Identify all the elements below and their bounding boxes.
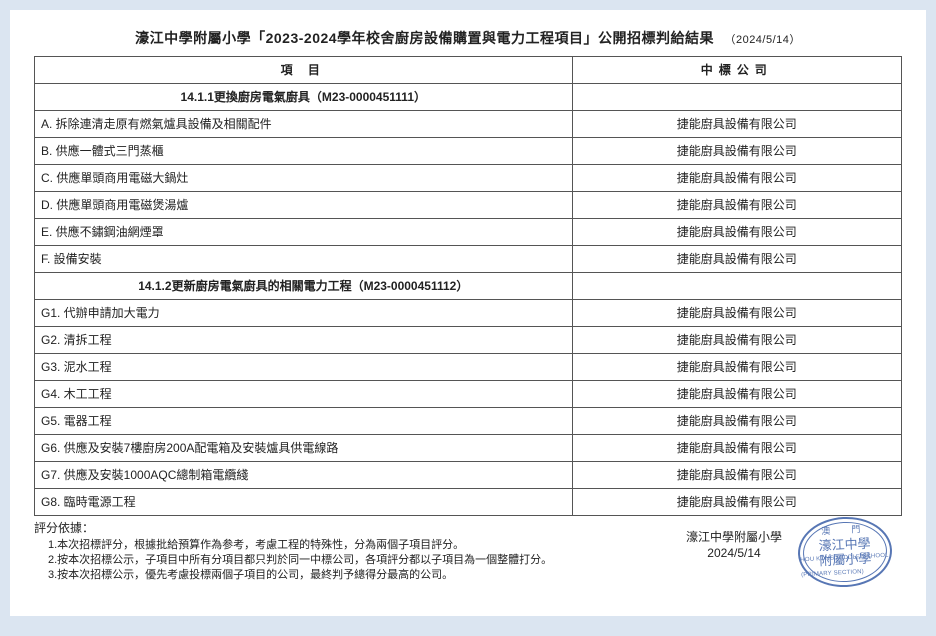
table-row: A. 拆除連清走原有燃氣爐具設備及相關配件捷能廚具設備有限公司 <box>35 111 902 138</box>
item-cell: G8. 臨時電源工程 <box>35 489 573 516</box>
section2-heading: 14.1.2更新廚房電氣廚具的相關電力工程（M23-0000451112） <box>35 273 573 300</box>
company-cell: 捷能廚具設備有限公司 <box>572 435 901 462</box>
results-table: 項 目 中標公司 14.1.1更換廚房電氣廚具（M23-0000451111） … <box>34 56 902 516</box>
item-cell: A. 拆除連清走原有燃氣爐具設備及相關配件 <box>35 111 573 138</box>
item-cell: G3. 泥水工程 <box>35 354 573 381</box>
company-cell: 捷能廚具設備有限公司 <box>572 246 901 273</box>
table-row: G3. 泥水工程捷能廚具設備有限公司 <box>35 354 902 381</box>
table-row: G7. 供應及安裝1000AQC總制箱電纜綫捷能廚具設備有限公司 <box>35 462 902 489</box>
table-row: D. 供應單頭商用電磁煲湯爐捷能廚具設備有限公司 <box>35 192 902 219</box>
table-row: G5. 電器工程捷能廚具設備有限公司 <box>35 408 902 435</box>
company-cell: 捷能廚具設備有限公司 <box>572 111 901 138</box>
company-cell: 捷能廚具設備有限公司 <box>572 489 901 516</box>
item-cell: C. 供應單頭商用電磁大鍋灶 <box>35 165 573 192</box>
section2-heading-row: 14.1.2更新廚房電氣廚具的相關電力工程（M23-0000451112） <box>35 273 902 300</box>
document-page: 濠江中學附屬小學「2023-2024學年校舍廚房設備購置與電力工程項目」公開招標… <box>10 10 926 616</box>
footer-date: 2024/5/14 <box>686 545 782 561</box>
table-row: C. 供應單頭商用電磁大鍋灶捷能廚具設備有限公司 <box>35 165 902 192</box>
company-cell: 捷能廚具設備有限公司 <box>572 165 901 192</box>
stamp-bottom: HOU KONG MIDDLE SCHOOL (PRIMARY SECTION) <box>800 549 891 584</box>
stamp-top: 澳 門 <box>821 522 867 539</box>
table-row: E. 供應不鏽鋼油網煙罩捷能廚具設備有限公司 <box>35 219 902 246</box>
table-row: G1. 代辦申請加大電力捷能廚具設備有限公司 <box>35 300 902 327</box>
section1-heading-row: 14.1.1更換廚房電氣廚具（M23-0000451111） <box>35 84 902 111</box>
company-cell: 捷能廚具設備有限公司 <box>572 327 901 354</box>
company-cell: 捷能廚具設備有限公司 <box>572 219 901 246</box>
header-company: 中標公司 <box>572 57 901 84</box>
item-cell: G4. 木工工程 <box>35 381 573 408</box>
table-row: B. 供應一體式三門蒸櫃捷能廚具設備有限公司 <box>35 138 902 165</box>
footer-org: 濠江中學附屬小學 <box>686 529 782 545</box>
item-cell: E. 供應不鏽鋼油網煙罩 <box>35 219 573 246</box>
company-cell: 捷能廚具設備有限公司 <box>572 354 901 381</box>
item-cell: F. 設備安裝 <box>35 246 573 273</box>
section1-heading: 14.1.1更換廚房電氣廚具（M23-0000451111） <box>35 84 573 111</box>
page-title: 濠江中學附屬小學「2023-2024學年校舍廚房設備購置與電力工程項目」公開招標… <box>34 28 902 48</box>
item-cell: B. 供應一體式三門蒸櫃 <box>35 138 573 165</box>
company-cell: 捷能廚具設備有限公司 <box>572 300 901 327</box>
company-cell: 捷能廚具設備有限公司 <box>572 138 901 165</box>
footer: 評分依據： 1.本次招標評分，根據批給預算作為参考，考慮工程的特殊性，分為兩個子… <box>34 519 902 583</box>
item-cell: G1. 代辦申請加大電力 <box>35 300 573 327</box>
table-header-row: 項 目 中標公司 <box>35 57 902 84</box>
company-cell: 捷能廚具設備有限公司 <box>572 192 901 219</box>
title-date: （2024/5/14） <box>724 34 800 46</box>
company-cell: 捷能廚具設備有限公司 <box>572 408 901 435</box>
footer-signature: 濠江中學附屬小學 2024/5/14 <box>686 529 782 561</box>
table-row: G2. 清拆工程捷能廚具設備有限公司 <box>35 327 902 354</box>
table-row: G4. 木工工程捷能廚具設備有限公司 <box>35 381 902 408</box>
company-cell: 捷能廚具設備有限公司 <box>572 462 901 489</box>
item-cell: G5. 電器工程 <box>35 408 573 435</box>
item-cell: G7. 供應及安裝1000AQC總制箱電纜綫 <box>35 462 573 489</box>
title-text: 濠江中學附屬小學「2023-2024學年校舍廚房設備購置與電力工程項目」公開招標… <box>135 30 714 46</box>
table-row: F. 設備安裝捷能廚具設備有限公司 <box>35 246 902 273</box>
table-row: G6. 供應及安裝7樓廚房200A配電箱及安裝爐具供電線路捷能廚具設備有限公司 <box>35 435 902 462</box>
header-item: 項 目 <box>35 57 573 84</box>
item-cell: D. 供應單頭商用電磁煲湯爐 <box>35 192 573 219</box>
section1-heading-empty <box>572 84 901 111</box>
item-cell: G6. 供應及安裝7樓廚房200A配電箱及安裝爐具供電線路 <box>35 435 573 462</box>
company-cell: 捷能廚具設備有限公司 <box>572 381 901 408</box>
item-cell: G2. 清拆工程 <box>35 327 573 354</box>
table-row: G8. 臨時電源工程捷能廚具設備有限公司 <box>35 489 902 516</box>
footer-note: 3.按本次招標公示，優先考慮投標兩個子項目的公司，最終判予總得分最高的公司。 <box>48 568 902 583</box>
section2-heading-empty <box>572 273 901 300</box>
